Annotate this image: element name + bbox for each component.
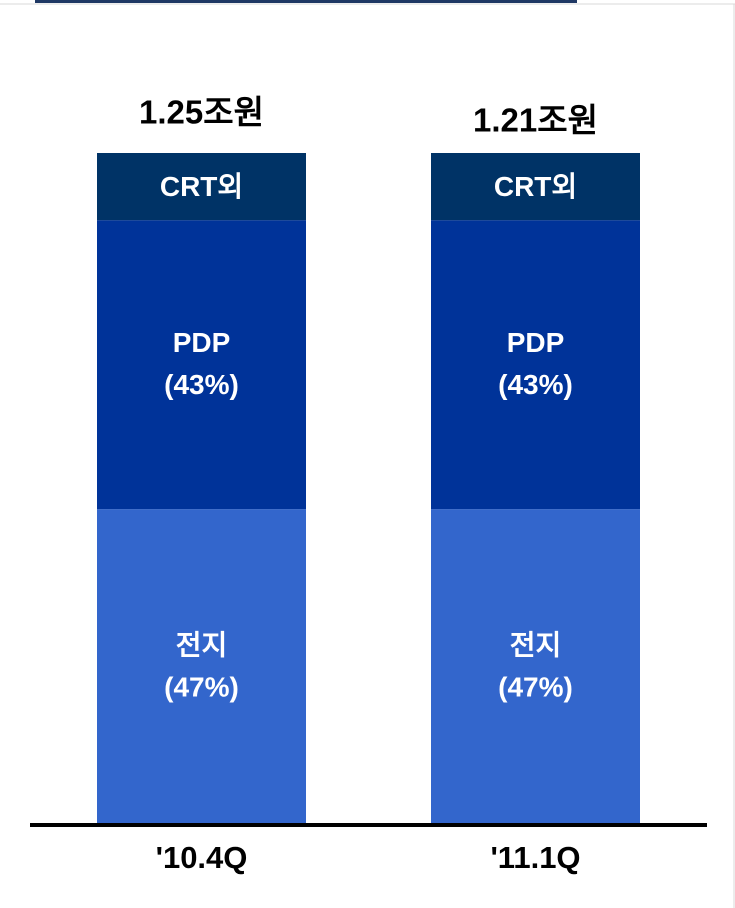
bar-segment — [97, 153, 306, 221]
total-label: 1.25조원 — [139, 94, 264, 131]
segment-name: PDP — [507, 327, 565, 358]
x-tick-label: '10.4Q — [156, 840, 248, 875]
total-label: 1.21조원 — [473, 102, 598, 139]
header-bar — [35, 0, 577, 3]
segment-name: 전지 — [510, 629, 562, 660]
segment-name: CRT외 — [494, 171, 577, 202]
segment-name: PDP — [173, 327, 231, 358]
bar-segment — [97, 509, 306, 825]
bar-segment — [97, 220, 306, 510]
segment-value-label: (43%) — [164, 369, 239, 400]
bar-segment — [431, 509, 640, 825]
bar-segment — [431, 220, 640, 510]
segment-name: CRT외 — [160, 171, 243, 202]
segment-name: 전지 — [176, 629, 228, 660]
segment-value-label: (43%) — [498, 369, 573, 400]
bar-segment — [431, 153, 640, 221]
segment-value-label: (47%) — [164, 671, 239, 702]
segment-value-label: (47%) — [498, 671, 573, 702]
x-tick-label: '11.1Q — [490, 840, 580, 875]
